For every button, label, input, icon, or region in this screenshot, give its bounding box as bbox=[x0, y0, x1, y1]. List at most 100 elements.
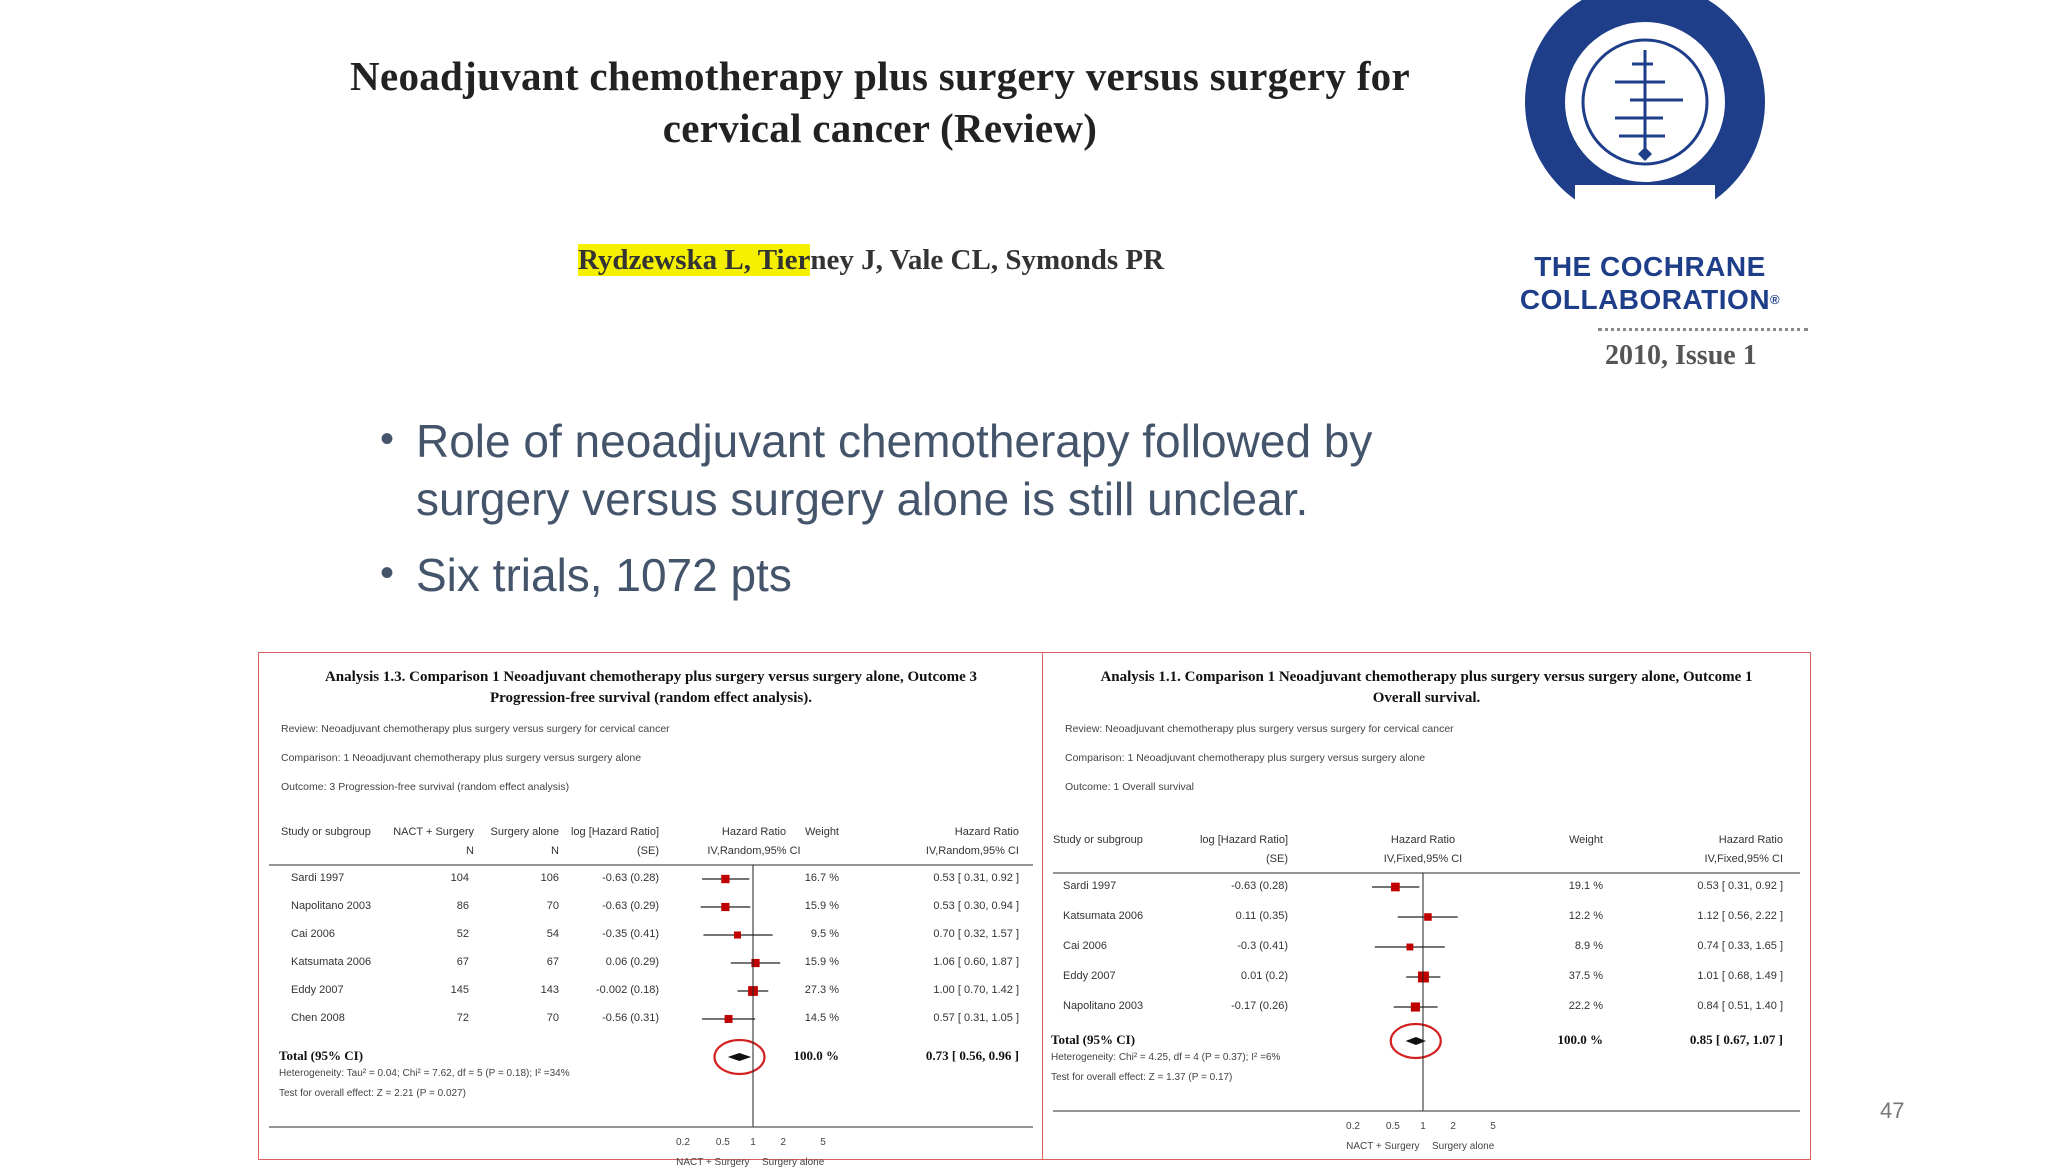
column-header-label: Weight bbox=[804, 826, 839, 838]
citation: 2010, Issue 1 bbox=[1605, 340, 1757, 371]
study-name: Cai 2006 bbox=[1063, 940, 1108, 952]
study-name: Sardi 1997 bbox=[1063, 880, 1117, 892]
x-tick-label: 1 bbox=[1420, 1121, 1426, 1132]
log-hazard-ratio: 0.06 (0.29) bbox=[605, 956, 659, 968]
column-header-sublabel: N bbox=[551, 845, 559, 857]
review-title-line2: cervical cancer (Review) bbox=[662, 105, 1098, 151]
column-header-label: Study or subgroup bbox=[1053, 834, 1143, 846]
log-hazard-ratio: -0.3 (0.41) bbox=[1237, 940, 1288, 952]
page-number: 47 bbox=[1880, 1098, 1905, 1123]
overall-effect-stat: Test for overall effect: Z = 2.21 (P = 0… bbox=[279, 1088, 466, 1099]
x-tick-label: 2 bbox=[1450, 1121, 1456, 1132]
study-name: Napolitano 2003 bbox=[291, 900, 372, 912]
study-weight: 15.9 % bbox=[804, 900, 839, 912]
study-weight: 14.5 % bbox=[804, 1012, 839, 1024]
registered-mark: ® bbox=[1770, 292, 1781, 307]
study-name: Katsumata 2006 bbox=[291, 956, 372, 968]
study-name: Napolitano 2003 bbox=[1063, 1000, 1144, 1012]
column-header-label: Weight bbox=[1568, 834, 1603, 846]
column-header-sublabel: IV,Fixed,95% CI bbox=[1383, 853, 1463, 865]
forest-comparison: Comparison: 1 Neoadjuvant chemotherapy p… bbox=[1065, 752, 1426, 764]
effect-square bbox=[724, 1015, 733, 1023]
cochrane-logo-icon bbox=[1525, 0, 1765, 200]
authors-highlighted: Rydzewska L, Tier bbox=[578, 244, 811, 276]
forest-panel-pfs: Analysis 1.3. Comparison 1 Neoadjuvant c… bbox=[258, 652, 1044, 1168]
log-hazard-ratio: -0.63 (0.28) bbox=[602, 872, 659, 884]
total-label: Total (95% CI) bbox=[1051, 1032, 1136, 1047]
study-hazard-ratio: 0.53 [ 0.30, 0.94 ] bbox=[933, 900, 1019, 912]
effect-square bbox=[721, 874, 730, 884]
forest-title-line1: Analysis 1.3. Comparison 1 Neoadjuvant c… bbox=[324, 669, 978, 685]
log-hazard-ratio: -0.63 (0.28) bbox=[1231, 880, 1288, 892]
study-name: Katsumata 2006 bbox=[1063, 910, 1144, 922]
nact-n: 67 bbox=[456, 956, 469, 968]
forest-title-line2: Overall survival. bbox=[1372, 690, 1481, 706]
cochrane-logo-text: THE COCHRANE COLLABORATION® bbox=[1500, 250, 1800, 316]
forest-outcome: Outcome: 1 Overall survival bbox=[1065, 781, 1194, 793]
bullet-item: Six trials, 1072 pts bbox=[380, 544, 1500, 604]
column-header-hr2: Hazard Ratio IV,Random,95% CI bbox=[869, 823, 1019, 861]
column-header-sublabel: IV,Random,95% CI bbox=[707, 845, 801, 857]
study-weight: 15.9 % bbox=[804, 956, 839, 968]
column-header-weight: Weight bbox=[779, 823, 839, 842]
pooled-diamond bbox=[727, 1053, 752, 1061]
column-header-label: Hazard Ratio bbox=[1718, 834, 1783, 846]
study-weight: 27.3 % bbox=[804, 984, 839, 996]
column-header-nact: NACT + Surgery N bbox=[374, 823, 474, 861]
effect-square bbox=[1406, 943, 1414, 951]
x-tick-label: 0.2 bbox=[1346, 1121, 1360, 1132]
study-hazard-ratio: 0.74 [ 0.33, 1.65 ] bbox=[1697, 940, 1783, 952]
forest-title-line1: Analysis 1.1. Comparison 1 Neoadjuvant c… bbox=[1100, 669, 1753, 685]
column-header-hr: Hazard Ratio IV,Random,95% CI bbox=[679, 823, 829, 861]
study-name: Eddy 2007 bbox=[291, 984, 344, 996]
total-weight: 100.0 % bbox=[1557, 1032, 1604, 1047]
effect-square bbox=[1410, 1002, 1420, 1012]
forest-panel-os: Analysis 1.1. Comparison 1 Neoadjuvant c… bbox=[1042, 652, 1811, 1160]
study-weight: 19.1 % bbox=[1568, 880, 1603, 892]
effect-square bbox=[748, 986, 758, 996]
study-name: Chen 2008 bbox=[291, 1012, 345, 1024]
column-header-label: log [Hazard Ratio] bbox=[1199, 834, 1288, 846]
nact-n: 52 bbox=[456, 928, 469, 940]
review-title-line1: Neoadjuvant chemotherapy plus surgery ve… bbox=[350, 53, 1410, 99]
log-hazard-ratio: -0.63 (0.29) bbox=[602, 900, 659, 912]
effect-square bbox=[733, 931, 741, 939]
total-weight: 100.0 % bbox=[793, 1048, 840, 1063]
forest-review: Review: Neoadjuvant chemotherapy plus su… bbox=[281, 723, 670, 735]
x-tick-label: 1 bbox=[750, 1137, 756, 1148]
forest-title-line2: Progression-free survival (random effect… bbox=[489, 690, 813, 706]
column-header-study: Study or subgroup bbox=[1053, 831, 1173, 850]
bullet-item: Role of neoadjuvant chemotherapy followe… bbox=[380, 410, 1500, 528]
column-header-label: Surgery alone bbox=[490, 826, 560, 838]
study-hazard-ratio: 0.53 [ 0.31, 0.92 ] bbox=[1697, 880, 1783, 892]
x-tick-label: 0.5 bbox=[715, 1137, 730, 1148]
logo-line2: COLLABORATION bbox=[1519, 284, 1771, 315]
study-hazard-ratio: 1.01 [ 0.68, 1.49 ] bbox=[1697, 970, 1783, 982]
study-hazard-ratio: 0.70 [ 0.32, 1.57 ] bbox=[933, 928, 1019, 940]
nact-n: 86 bbox=[456, 900, 469, 912]
favours-right-label: Surgery alone bbox=[762, 1157, 825, 1168]
surgery-n: 70 bbox=[546, 900, 559, 912]
column-header-sublabel: IV,Fixed,95% CI bbox=[1704, 853, 1783, 865]
log-hazard-ratio: -0.56 (0.31) bbox=[602, 1012, 659, 1024]
column-header-surg: Surgery alone N bbox=[464, 823, 560, 861]
total-hazard-ratio: 0.85 [ 0.67, 1.07 ] bbox=[1689, 1032, 1783, 1047]
study-hazard-ratio: 1.06 [ 0.60, 1.87 ] bbox=[933, 956, 1019, 968]
total-hazard-ratio: 0.73 [ 0.56, 0.96 ] bbox=[925, 1048, 1019, 1063]
highlight-circle bbox=[713, 1038, 766, 1076]
column-header-label: Hazard Ratio bbox=[1390, 834, 1456, 846]
x-tick-label: 0.2 bbox=[676, 1137, 690, 1148]
log-hazard-ratio: -0.35 (0.41) bbox=[602, 928, 659, 940]
logo-line1: THE COCHRANE bbox=[1534, 251, 1766, 282]
favours-right-label: Surgery alone bbox=[1432, 1141, 1495, 1152]
column-header-study: Study or subgroup bbox=[281, 823, 401, 842]
column-header-loghr: log [Hazard Ratio] (SE) bbox=[1178, 831, 1288, 869]
effect-square bbox=[721, 902, 730, 912]
heterogeneity-stat: Heterogeneity: Chi² = 4.25, df = 4 (P = … bbox=[1051, 1052, 1281, 1063]
column-header-label: Hazard Ratio bbox=[954, 826, 1019, 838]
column-header-sublabel: N bbox=[466, 845, 474, 857]
nact-n: 104 bbox=[450, 872, 469, 884]
effect-square bbox=[1424, 913, 1432, 921]
column-header-hr2: Hazard Ratio IV,Fixed,95% CI bbox=[1633, 831, 1783, 869]
forest-title: Analysis 1.1. Comparison 1 Neoadjuvant c… bbox=[1043, 667, 1810, 709]
